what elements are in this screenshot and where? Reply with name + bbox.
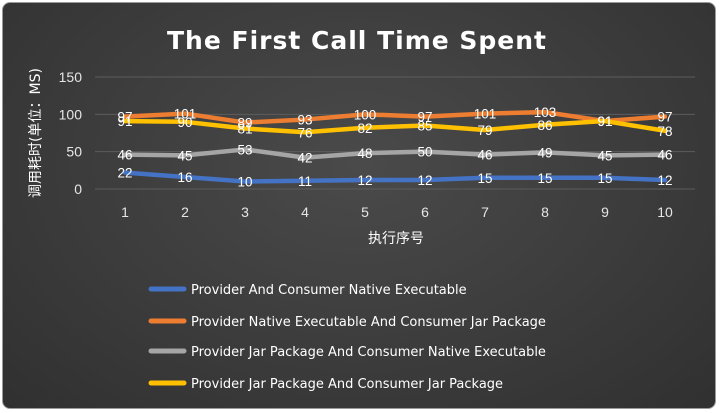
- x-tick-label: 2: [181, 204, 189, 220]
- legend-label: Provider Jar Package And Consumer Jar Pa…: [191, 377, 503, 392]
- x-tick-label: 7: [481, 204, 489, 220]
- legend-label: Provider Native Executable And Consumer …: [191, 315, 546, 330]
- data-label: 79: [477, 123, 492, 138]
- series-line-1: [122, 170, 668, 184]
- legend-label: Provider Jar Package And Consumer Native…: [191, 345, 546, 360]
- series-line-2: [122, 109, 668, 125]
- data-label: 53: [237, 142, 252, 157]
- legend: Provider And Consumer Native Executable P…: [148, 283, 546, 392]
- data-label: 49: [537, 145, 552, 160]
- data-label: 46: [117, 148, 132, 163]
- legend-label: Provider And Consumer Native Executable: [191, 283, 467, 298]
- data-label: 103: [534, 105, 557, 120]
- series-line-4: [122, 118, 668, 135]
- data-label: 12: [357, 173, 372, 188]
- y-tick-label: 100: [59, 106, 83, 122]
- data-label: 15: [537, 171, 552, 186]
- data-label: 97: [417, 110, 432, 125]
- data-label: 91: [597, 114, 612, 129]
- data-label: 97: [657, 110, 672, 125]
- data-label: 82: [357, 121, 372, 136]
- data-label: 16: [177, 170, 192, 185]
- data-label: 10: [237, 175, 252, 190]
- series-line-3: [122, 147, 668, 160]
- data-label: 22: [117, 166, 132, 181]
- data-label: 91: [117, 114, 132, 129]
- data-label: 45: [597, 148, 612, 163]
- series-lines: [122, 109, 668, 184]
- data-label: 48: [357, 146, 372, 161]
- data-label: 12: [657, 173, 672, 188]
- data-labels: 22 16 10 11 12 12 15 15 15 12 97 101 89 93 100 97 101 103…: [117, 105, 672, 189]
- data-label: 46: [657, 148, 672, 163]
- x-tick-label: 4: [301, 204, 309, 220]
- x-tick-label: 6: [421, 204, 429, 220]
- data-label: 15: [477, 171, 492, 186]
- data-label: 78: [657, 124, 672, 139]
- y-axis-label: 调用耗时(单位：MS): [28, 68, 44, 198]
- data-label: 93: [297, 113, 312, 128]
- data-label: 42: [297, 151, 312, 166]
- y-tick-label: 50: [66, 144, 82, 160]
- data-label: 100: [354, 107, 377, 122]
- data-label: 50: [417, 145, 432, 160]
- data-label: 97: [117, 110, 132, 125]
- x-axis-label: 执行序号: [368, 231, 424, 247]
- data-label: 101: [174, 107, 197, 122]
- y-tick-label: 150: [59, 69, 83, 85]
- data-label: 11: [298, 174, 312, 189]
- x-tick-label: 3: [241, 204, 249, 220]
- data-label: 46: [477, 148, 492, 163]
- x-tick-label: 9: [601, 204, 609, 220]
- chart-title: The First Call Time Spent: [167, 26, 547, 55]
- x-tick-label: 5: [361, 204, 369, 220]
- y-tick-labels: 0 50 100 150: [59, 69, 83, 197]
- x-tick-label: 1: [121, 204, 129, 220]
- data-label: 89: [237, 116, 252, 131]
- data-label: 91: [597, 114, 612, 129]
- x-tick-label: 8: [541, 204, 549, 220]
- data-label: 101: [474, 107, 497, 122]
- x-tick-label: 10: [657, 204, 673, 220]
- data-label: 81: [237, 122, 252, 137]
- data-label: 12: [417, 173, 432, 188]
- data-label: 76: [297, 125, 312, 140]
- y-tick-label: 0: [74, 181, 82, 197]
- x-tick-labels: 1 2 3 4 5 6 7 8 9 10: [121, 204, 673, 220]
- data-label: 15: [597, 171, 612, 186]
- data-label: 90: [177, 115, 192, 130]
- data-label: 85: [417, 119, 432, 134]
- data-label: 45: [177, 148, 192, 163]
- data-label: 86: [537, 118, 552, 133]
